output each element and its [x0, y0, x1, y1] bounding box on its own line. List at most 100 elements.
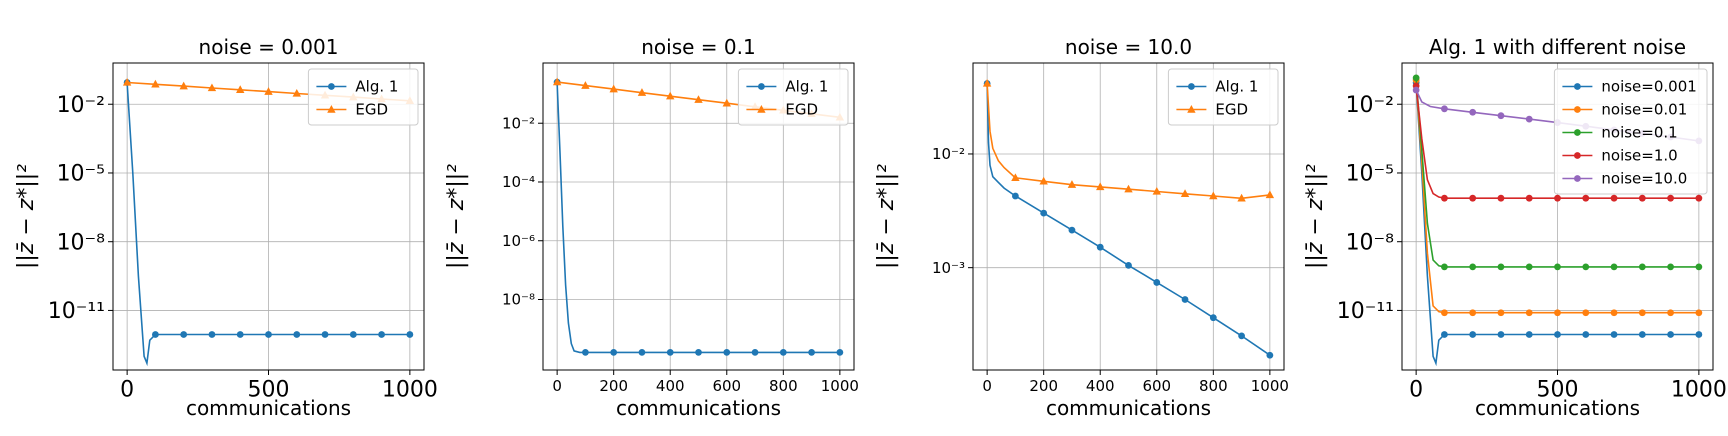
data-point: [982, 78, 992, 87]
data-point: [207, 83, 217, 92]
data-point: [1667, 331, 1674, 338]
legend-frame: [737, 68, 849, 126]
data-point: [406, 331, 414, 338]
data-point: [1152, 186, 1161, 195]
data-point: [1266, 351, 1274, 359]
data-point: [1040, 209, 1048, 217]
data-point: [1525, 115, 1533, 123]
data-point: [836, 348, 844, 356]
legend-marker: [758, 83, 765, 90]
y-tick-label: 10⁻¹¹: [48, 299, 105, 324]
data-point: [666, 91, 675, 100]
legend-marker: [328, 83, 335, 90]
data-point: [1667, 309, 1674, 317]
data-point: [1582, 331, 1590, 338]
x-axis-label: communications: [616, 396, 781, 420]
data-point: [1638, 309, 1646, 317]
data-point: [666, 348, 674, 356]
x-tick-label: 200: [599, 377, 628, 395]
data-point: [1525, 194, 1533, 202]
data-point: [1582, 309, 1590, 317]
axes-frame: [972, 62, 1285, 371]
legend-marker: [1574, 129, 1581, 136]
data-point: [378, 331, 385, 338]
data-point: [1096, 243, 1104, 251]
y-tick-label: 10⁻⁴: [502, 173, 535, 191]
data-point: [1124, 184, 1133, 193]
data-point: [581, 81, 590, 89]
data-point: [779, 348, 787, 356]
data-point: [1441, 309, 1448, 317]
subplot-4: 0 500 1000 10⁻¹¹ 10⁻⁸ 10⁻⁵ 10⁻² Alg. 1 with dif…: [1303, 35, 1727, 420]
data-point: [1638, 194, 1646, 202]
x-tick-label: 0: [552, 377, 562, 395]
data-point: [1610, 263, 1618, 271]
data-point: [293, 331, 301, 338]
data-point: [1695, 194, 1703, 202]
legend-label: EGD: [785, 101, 818, 119]
data-point: [1441, 194, 1448, 202]
data-point: [349, 331, 357, 338]
subplot-2: 0 200 400 600 800 1000 10⁻⁸ 10⁻⁶ 10⁻⁴ 10⁻² noise =…: [444, 35, 859, 420]
data-point: [1554, 263, 1561, 271]
data-point: [122, 77, 132, 86]
data-point: [1638, 331, 1646, 338]
x-tick-label: 500: [248, 378, 290, 403]
data-point: [264, 87, 273, 95]
data-point: [1695, 331, 1703, 338]
legend-marker: [1574, 83, 1581, 90]
legend-marker: [327, 105, 336, 113]
x-tick-label: 400: [656, 377, 685, 395]
y-tick-label: 10⁻³: [932, 259, 965, 277]
data-point: [1554, 194, 1561, 202]
data-point: [1525, 331, 1533, 338]
series-line-1: [556, 82, 840, 354]
data-point: [1667, 263, 1674, 271]
x-tick-label: 500: [1537, 378, 1579, 403]
data-point: [236, 85, 245, 94]
data-point: [1068, 226, 1076, 234]
data-point: [1497, 263, 1505, 271]
data-point: [1209, 191, 1218, 200]
data-point: [1497, 194, 1505, 202]
data-point: [1610, 309, 1618, 317]
y-tick-label: 10⁻²: [57, 93, 105, 118]
legend-label: noise=0.1: [1601, 124, 1677, 142]
data-point: [1695, 309, 1703, 317]
data-point: [1582, 194, 1590, 202]
data-point: [1497, 309, 1505, 317]
y-axis-label: ||z̄ − z*||²: [1303, 164, 1328, 269]
subplot-title: noise = 0.001: [199, 35, 339, 59]
x-axis-label: communications: [1046, 396, 1211, 420]
legend-label: Alg. 1: [355, 78, 398, 96]
data-point: [265, 331, 272, 338]
data-point: [1096, 182, 1105, 191]
data-point: [1237, 193, 1246, 202]
x-tick-label: 600: [712, 377, 741, 395]
data-point: [1667, 194, 1674, 202]
data-point: [582, 348, 589, 356]
data-point: [1265, 190, 1275, 199]
data-point: [609, 84, 618, 93]
x-tick-label: 1000: [382, 378, 438, 403]
x-tick-label: 200: [1029, 377, 1058, 395]
subplot-title: noise = 0.1: [641, 35, 755, 59]
data-point: [610, 348, 618, 356]
y-tick-label: 10⁻⁸: [1346, 230, 1395, 255]
data-point: [1180, 189, 1190, 197]
data-point: [1469, 108, 1477, 116]
y-tick-label: 10⁻¹¹: [1337, 299, 1394, 324]
data-point: [1238, 332, 1245, 340]
x-tick-label: 1000: [821, 377, 859, 395]
subplot-3: 0 200 400 600 800 1000 10⁻³ 10⁻² noise = 10.0 com…: [874, 35, 1289, 420]
data-point: [1181, 296, 1189, 303]
x-tick-label: 400: [1086, 377, 1115, 395]
data-point: [1525, 263, 1533, 271]
series-line-1: [126, 82, 410, 367]
data-point: [723, 348, 731, 356]
legend: Alg. 1 EGD: [307, 68, 419, 126]
subplot-title: noise = 10.0: [1065, 35, 1192, 59]
legend-label: noise=1.0: [1601, 147, 1677, 165]
